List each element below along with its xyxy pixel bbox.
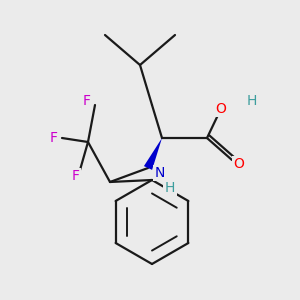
Text: F: F — [83, 94, 91, 108]
Text: H: H — [165, 181, 175, 195]
Text: O: O — [216, 102, 226, 116]
Text: O: O — [234, 157, 244, 171]
Polygon shape — [144, 138, 162, 170]
Text: F: F — [50, 131, 58, 145]
Text: F: F — [72, 169, 80, 183]
Text: H: H — [247, 94, 257, 108]
Text: N: N — [155, 166, 165, 180]
